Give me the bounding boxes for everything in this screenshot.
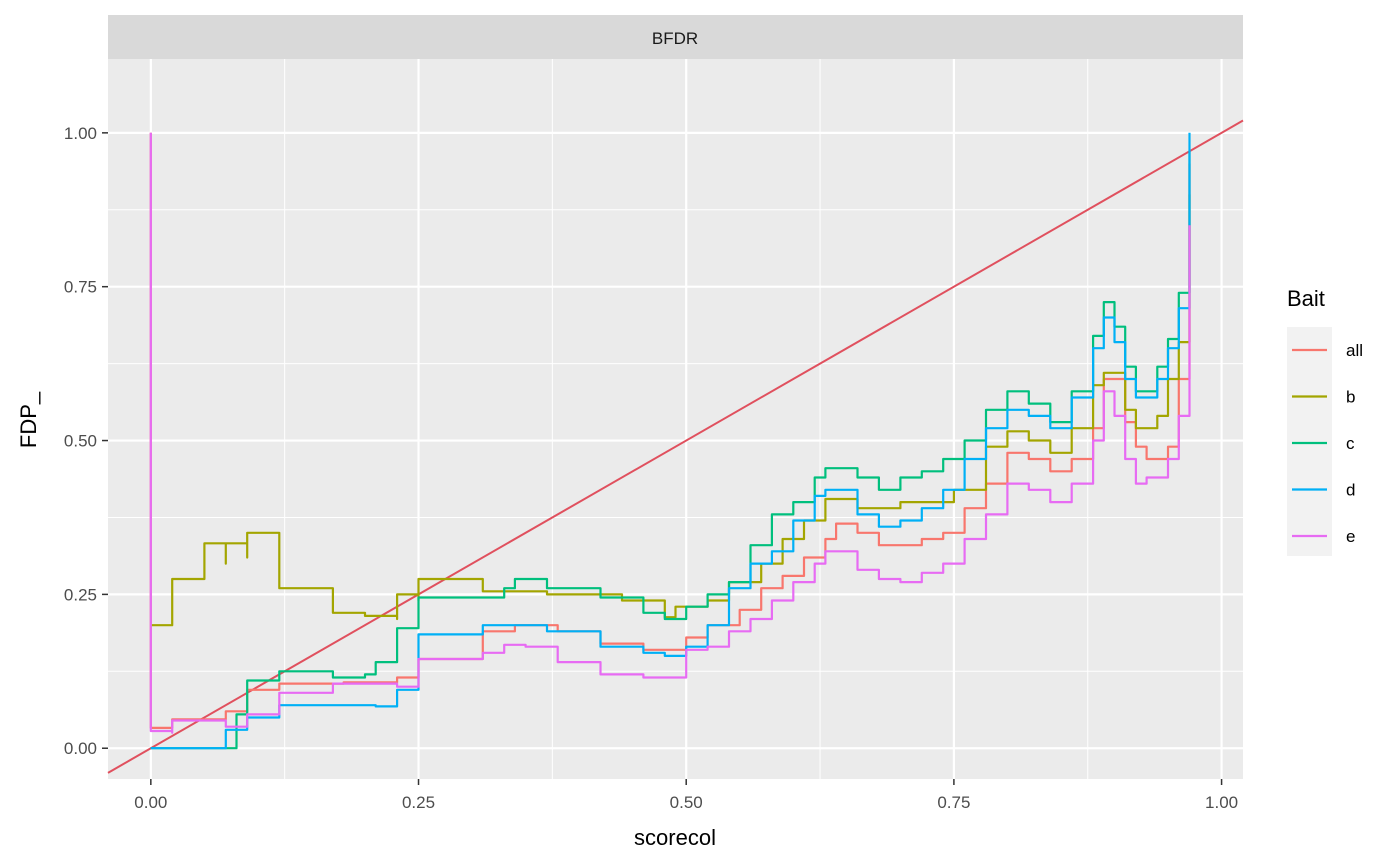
series-line-e xyxy=(149,132,1191,734)
y-tick-label: 0.50 xyxy=(64,432,97,451)
x-axis-ticks: 0.00 0.25 0.50 0.75 1.00 xyxy=(134,779,1238,812)
x-tick-label: 1.00 xyxy=(1205,793,1238,812)
plot-panel xyxy=(108,59,1243,779)
x-tick-label: 0.25 xyxy=(402,793,435,812)
y-axis-title: FDP_ xyxy=(16,391,41,448)
series-line-d xyxy=(150,132,1191,750)
reference-diagonal-line xyxy=(107,119,1244,774)
legend: Bait all b c d e xyxy=(1287,286,1363,556)
y-axis-ticks: 0.00 0.25 0.50 0.75 1.00 xyxy=(64,124,108,758)
x-tick-label: 0.00 xyxy=(134,793,167,812)
legend-label-e: e xyxy=(1346,527,1355,546)
facet-strip-label: BFDR xyxy=(652,29,698,48)
facet-strip xyxy=(108,15,1243,59)
x-tick-label: 0.75 xyxy=(937,793,970,812)
x-axis-title: scorecol xyxy=(634,825,716,850)
reference-line xyxy=(107,119,1244,774)
y-tick-label: 1.00 xyxy=(64,124,97,143)
y-tick-label: 0.25 xyxy=(64,585,97,604)
legend-label-d: d xyxy=(1346,481,1355,500)
legend-items: all b c d e xyxy=(1292,341,1363,546)
legend-label-b: b xyxy=(1346,388,1355,407)
series-lines xyxy=(149,132,1191,750)
y-tick-label: 0.75 xyxy=(64,278,97,297)
legend-label-c: c xyxy=(1346,434,1355,453)
x-tick-label: 0.50 xyxy=(670,793,703,812)
y-tick-label: 0.00 xyxy=(64,739,97,758)
legend-title: Bait xyxy=(1287,286,1325,311)
legend-key-background xyxy=(1287,327,1332,556)
major-gridlines xyxy=(108,59,1243,779)
legend-label-all: all xyxy=(1346,341,1363,360)
